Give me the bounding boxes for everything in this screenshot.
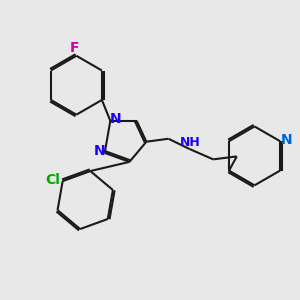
Text: N: N (281, 133, 292, 147)
Text: NH: NH (180, 136, 201, 149)
Text: Cl: Cl (45, 173, 60, 187)
Text: N: N (110, 112, 122, 126)
Text: F: F (70, 41, 80, 56)
Text: N: N (94, 144, 105, 158)
